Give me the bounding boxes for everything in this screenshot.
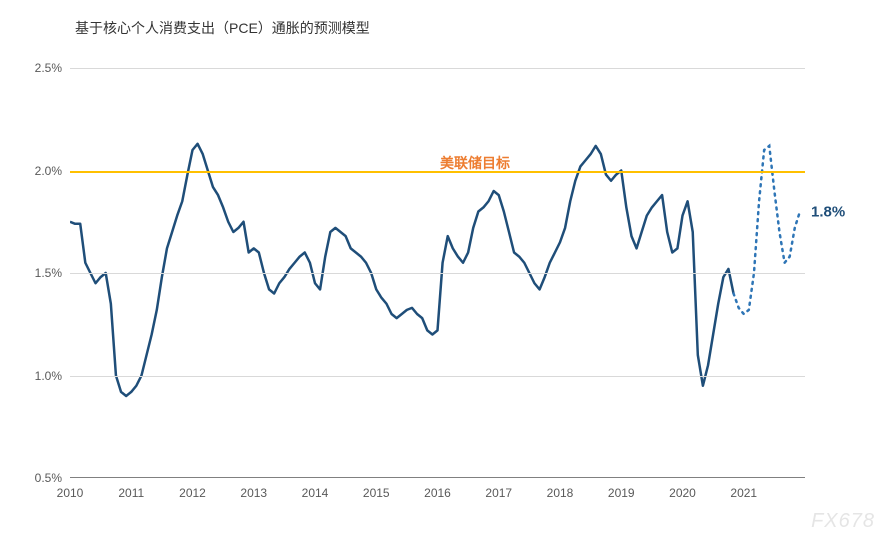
x-axis-label: 2019	[608, 486, 635, 500]
x-axis-label: 2015	[363, 486, 390, 500]
x-axis-label: 2021	[730, 486, 757, 500]
x-axis-label: 2017	[485, 486, 512, 500]
x-axis-label: 2013	[240, 486, 267, 500]
y-axis-label: 2.0%	[35, 164, 62, 178]
y-axis-label: 1.5%	[35, 266, 62, 280]
y-axis-label: 2.5%	[35, 61, 62, 75]
fed-target-label: 美联储目标	[440, 153, 510, 173]
actual-series-line	[70, 144, 734, 396]
y-axis-label: 0.5%	[35, 471, 62, 485]
chart-title: 基于核心个人消费支出（PCE）通胀的预测模型	[75, 18, 370, 38]
x-axis-label: 2014	[302, 486, 329, 500]
y-axis-label: 1.0%	[35, 369, 62, 383]
gridline	[70, 68, 805, 69]
forecast-end-label: 1.8%	[811, 203, 845, 220]
x-axis-label: 2020	[669, 486, 696, 500]
x-axis-label: 2010	[57, 486, 84, 500]
gridline	[70, 376, 805, 377]
gridline	[70, 273, 805, 274]
fed-target-line	[70, 171, 805, 173]
x-axis-label: 2016	[424, 486, 451, 500]
watermark: FX678	[811, 510, 875, 533]
x-axis-baseline	[70, 477, 805, 478]
x-axis-label: 2011	[118, 486, 144, 500]
x-axis-label: 2018	[547, 486, 574, 500]
x-axis-label: 2012	[179, 486, 206, 500]
plot-area	[70, 68, 805, 478]
